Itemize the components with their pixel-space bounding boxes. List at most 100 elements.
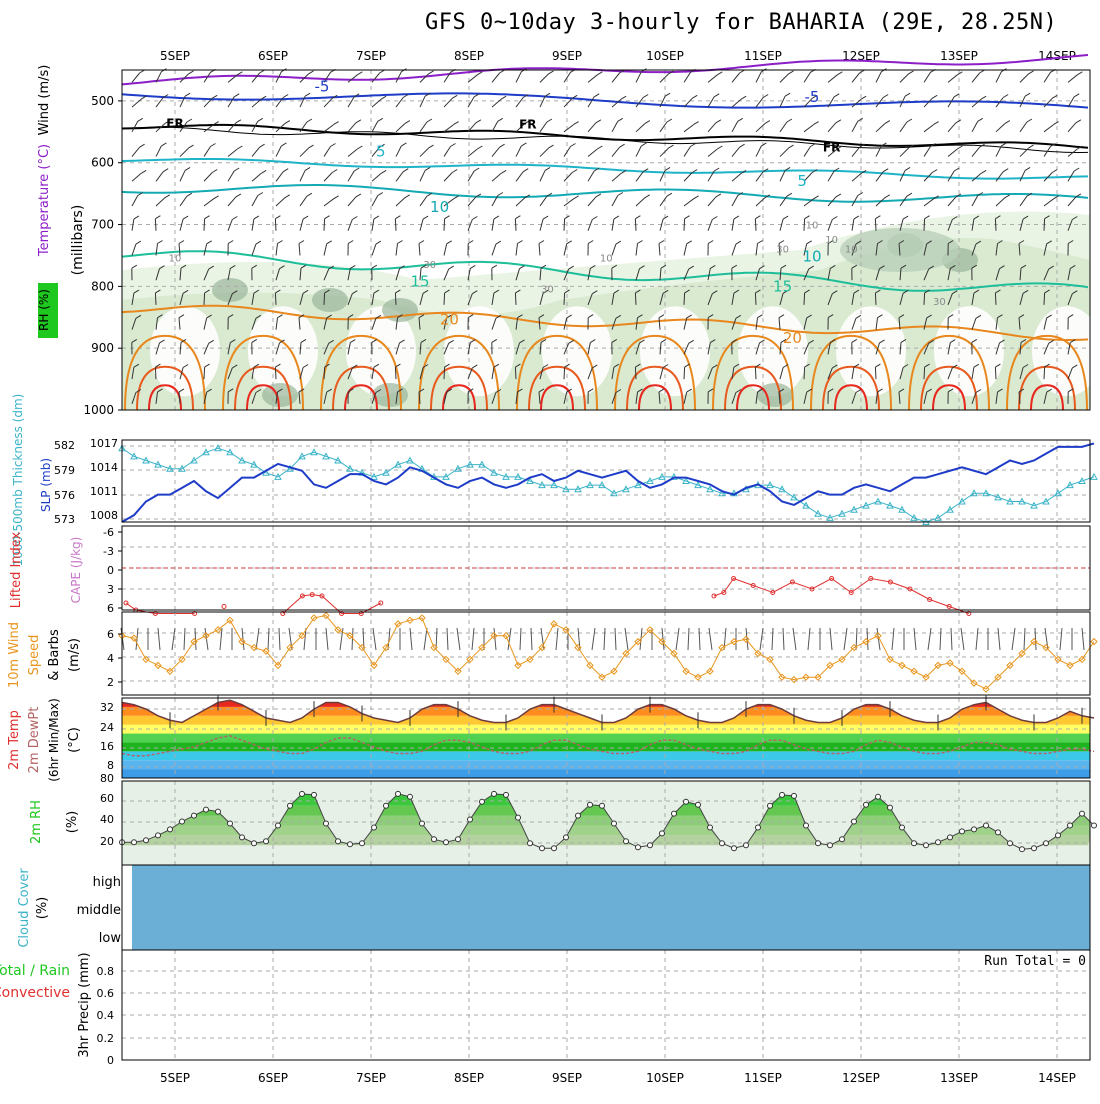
wind-barb	[900, 122, 907, 132]
wind-barb-flag	[452, 95, 457, 98]
wind-barb	[324, 293, 325, 305]
wind-barb	[348, 197, 356, 206]
wind-barb-flag	[283, 95, 288, 98]
wind-barb	[444, 293, 445, 305]
wind-barb	[324, 219, 325, 231]
wind-barb-flag	[755, 216, 760, 219]
wind-barb	[732, 244, 736, 255]
surface-wind-barb	[184, 628, 185, 650]
wind-barb	[972, 73, 980, 82]
rh-point	[240, 835, 245, 840]
wind-barb	[276, 198, 285, 206]
wind-barb-flag	[574, 196, 579, 199]
wind-barb	[684, 367, 685, 379]
surface-wind-barb	[676, 628, 679, 650]
wind-barb	[780, 74, 789, 82]
rh-point	[684, 799, 689, 804]
isotherm-label: 20	[440, 311, 459, 329]
wind-barb-flag	[643, 95, 648, 98]
wind-barb-flag	[427, 119, 432, 122]
rh-point	[204, 807, 209, 812]
legend-rh: RH (%)	[37, 289, 51, 331]
wind-barb	[708, 220, 712, 231]
rh-point	[276, 823, 281, 828]
pressure-tick-label: 700	[91, 218, 114, 232]
wind-barb-flag	[523, 169, 528, 172]
wind-barb-flag	[925, 216, 930, 219]
precip-tick-label: 0.4	[97, 1009, 115, 1022]
rh-point	[744, 843, 749, 848]
wind-barb-flag	[716, 194, 721, 197]
wind-barb	[1068, 75, 1077, 83]
wind-barb-flag	[620, 144, 625, 147]
wind-barb-flag	[883, 169, 888, 172]
surface-wind-barb	[1024, 628, 1025, 650]
cloud-cover-fill	[132, 865, 1090, 950]
wind-barb	[732, 196, 738, 207]
wind-barb-flag	[596, 194, 601, 197]
wind-barb	[540, 74, 549, 82]
wind-barb	[276, 244, 278, 256]
wind-barb-flag	[398, 241, 403, 244]
wind-barb-flag	[307, 193, 312, 196]
wind-barb-flag	[934, 122, 939, 125]
wind-barb	[804, 125, 814, 132]
wind-barb-flag	[496, 241, 501, 244]
wind-barb	[468, 97, 474, 107]
date-label-bottom: 6SEP	[258, 1071, 288, 1085]
wind-barb	[924, 199, 934, 206]
wind-barb-flag	[1005, 121, 1010, 124]
wind-barb-flag	[807, 241, 812, 244]
wind-barb-flag	[594, 94, 599, 97]
wind-barb-flag	[185, 167, 190, 170]
rh-point	[192, 813, 197, 818]
wind-barb	[1044, 72, 1051, 82]
wind-barb-flag	[1003, 95, 1008, 98]
wind-barb-flag	[138, 118, 143, 121]
rh-point	[396, 791, 401, 796]
wind-barb	[564, 367, 565, 379]
wind-barb-flag	[981, 170, 986, 173]
thickness-point	[1091, 474, 1097, 480]
wind-barb-flag	[281, 143, 286, 146]
wind-barb-flag	[854, 216, 859, 219]
wind-barb	[636, 98, 643, 108]
wind-barb	[756, 172, 763, 182]
isotherm-label: 10	[802, 248, 821, 266]
thickness-tick-label: 579	[54, 464, 75, 477]
wind-barb-flag	[307, 119, 312, 122]
wind-barb	[564, 173, 572, 182]
surface-wind-barb	[961, 628, 964, 650]
wind-barb-flag	[356, 194, 361, 197]
wind-barb	[1044, 293, 1045, 305]
wind-barb-flag	[783, 216, 788, 219]
wind-barb-flag	[185, 93, 190, 96]
rh-point	[1032, 846, 1037, 851]
wind-barb-flag	[907, 119, 912, 122]
wind-barb-flag	[694, 122, 699, 125]
wind-barb	[420, 170, 425, 181]
wind-barb	[204, 199, 214, 206]
wind-barb	[204, 147, 211, 157]
wind-barb	[516, 72, 521, 83]
wind-barb-flag	[549, 145, 554, 148]
wind-barb-flag	[708, 241, 713, 244]
surface-wind-barb	[709, 628, 712, 650]
rh-point	[660, 831, 665, 836]
wind-barb	[395, 293, 396, 305]
wind-barb	[348, 171, 354, 181]
wind-barb-flag	[736, 241, 741, 244]
rh-moist-patch	[757, 383, 793, 407]
rh-point	[1068, 823, 1073, 828]
wind-barb-flag	[572, 170, 577, 173]
surface-wind-barb	[793, 628, 796, 650]
rh-point	[864, 802, 869, 807]
rh-point	[1080, 811, 1085, 816]
wind-barb-flag	[765, 121, 770, 124]
wind-barb-flag	[278, 241, 283, 244]
temp-band	[122, 734, 1090, 743]
wind-barb-flag	[234, 168, 239, 171]
wind-barb-flag	[165, 195, 170, 198]
rh-point	[876, 794, 881, 799]
rh-point	[1056, 833, 1061, 838]
